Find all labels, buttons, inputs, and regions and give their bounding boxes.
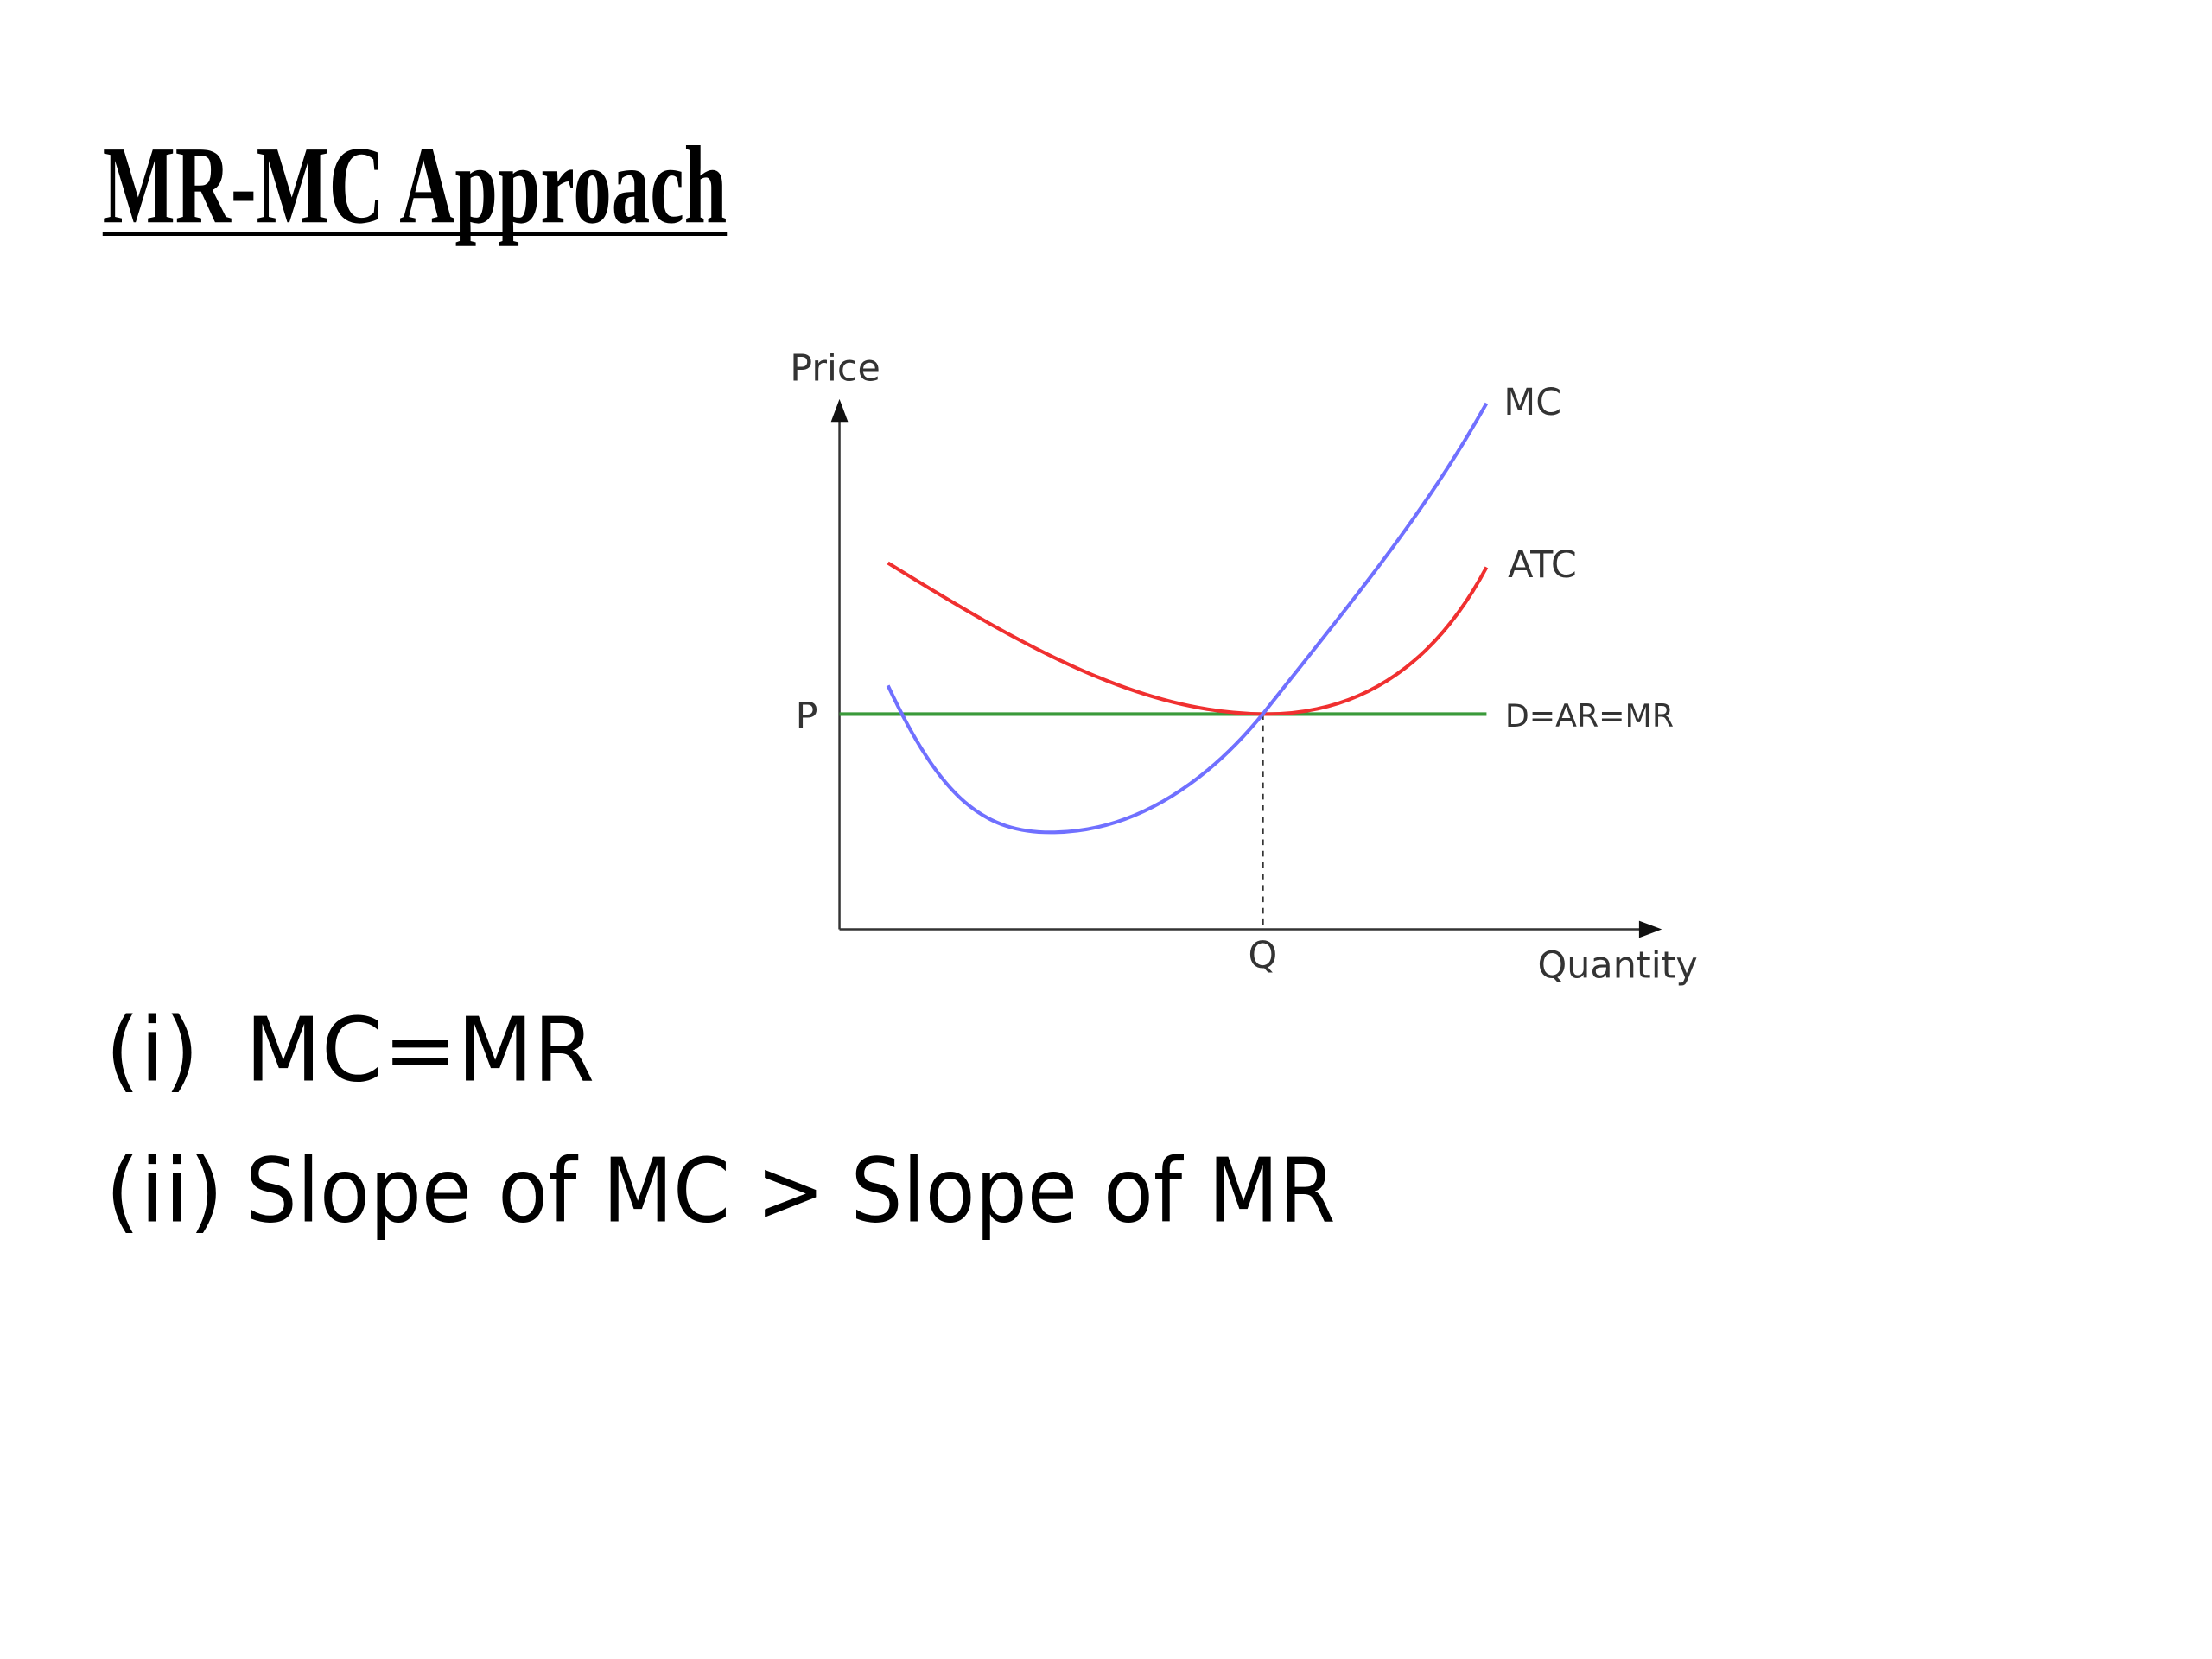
slide-title: MR-MC Approach [103, 123, 727, 246]
point-text: Slope of MC > Slope of MR [245, 1141, 1336, 1243]
mc-label: MC [1503, 381, 1561, 424]
y-axis-label: Price [790, 346, 880, 390]
point-marker: (ii) [105, 1141, 224, 1243]
price-label: P [796, 695, 818, 738]
diagram: Price Quantity MC ATC D=AR=MR P Q [790, 346, 1698, 987]
y-axis-arrow [830, 398, 849, 423]
x-axis-label: Quantity [1538, 944, 1698, 988]
point-text: MC=MR [245, 999, 595, 1102]
point-marker: (i) [105, 999, 199, 1102]
quantity-label: Q [1249, 934, 1278, 977]
x-axis-arrow [1638, 920, 1662, 938]
mc-curve [886, 402, 1489, 835]
demand-label: D=AR=MR [1505, 697, 1674, 734]
atc-label: ATC [1508, 543, 1577, 587]
atc-curve [887, 561, 1489, 716]
